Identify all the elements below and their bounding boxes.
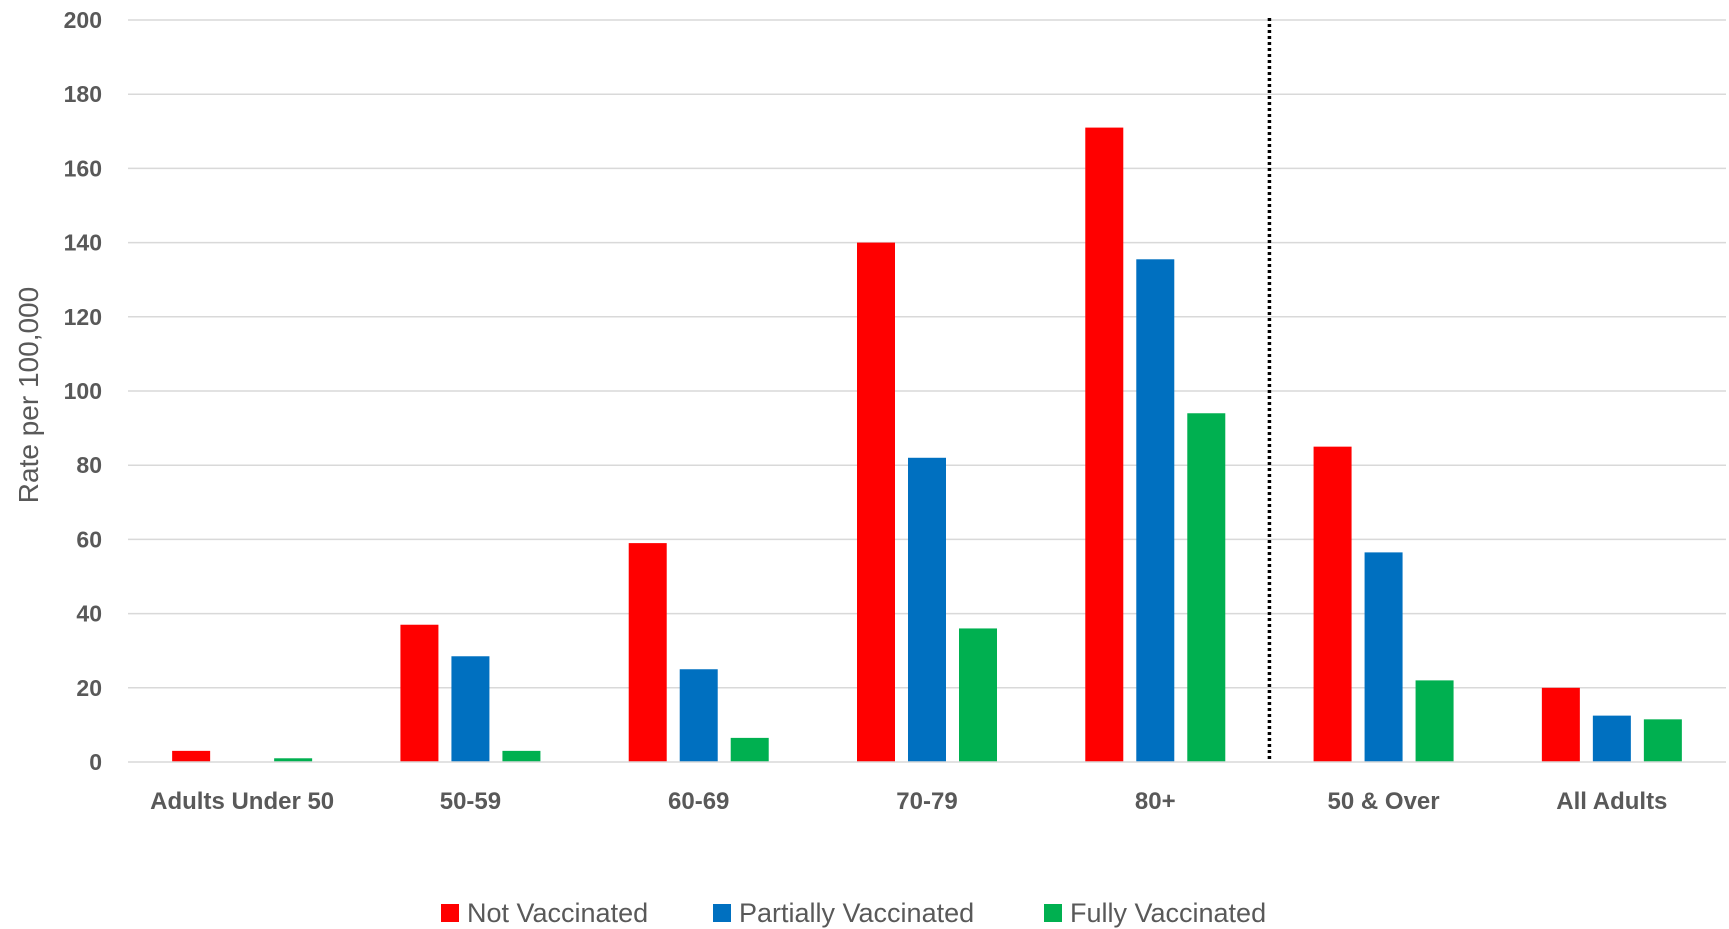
y-tick-label: 200 (64, 7, 102, 33)
bar-not-vaccinated (1313, 446, 1352, 762)
bar-fully-vaccinated (1187, 413, 1226, 762)
bar-fully-vaccinated (959, 628, 997, 762)
gridlines (128, 19, 1726, 689)
x-tick-label: 50-59 (440, 788, 501, 815)
legend-label: Partially Vaccinated (739, 898, 974, 928)
legend-label: Not Vaccinated (467, 898, 648, 928)
y-tick-label: 80 (76, 452, 102, 478)
bar-fully-vaccinated (1415, 680, 1454, 762)
x-tick-label: 80+ (1135, 788, 1176, 815)
legend: Not Vaccinated Partially Vaccinated Fully … (441, 898, 1266, 928)
bar-not-vaccinated (628, 543, 667, 762)
x-tick-label: All Adults (1556, 788, 1667, 815)
y-axis-label: Rate per 100,000 (13, 287, 44, 503)
bar-fully-vaccinated (274, 758, 313, 762)
bar-partially-vaccinated (451, 656, 490, 762)
y-tick-label: 160 (64, 155, 102, 181)
x-axis-tick-labels: Adults Under 50 50-59 60-69 70-79 80+ 50 & Ov… (150, 788, 1667, 815)
bars (172, 127, 1682, 763)
y-tick-label: 100 (64, 378, 102, 404)
bar-not-vaccinated (1085, 127, 1124, 763)
x-tick-label: Adults Under 50 (150, 788, 334, 815)
bar-partially-vaccinated (1136, 259, 1175, 762)
bar-not-vaccinated (857, 242, 895, 763)
bar-not-vaccinated (172, 750, 211, 762)
bar-partially-vaccinated (1364, 552, 1403, 762)
legend-swatch (1044, 904, 1062, 922)
y-tick-label: 120 (64, 304, 102, 330)
y-tick-label: 40 (76, 601, 102, 627)
bar-partially-vaccinated (679, 669, 718, 762)
y-axis-tick-labels: 0 20 40 60 80 100 120 140 160 180 200 (64, 7, 102, 775)
bar-partially-vaccinated (908, 457, 946, 762)
x-tick-label: 50 & Over (1328, 788, 1440, 815)
x-tick-label: 70-79 (896, 788, 957, 815)
bar-fully-vaccinated (502, 750, 541, 762)
legend-label: Fully Vaccinated (1070, 898, 1266, 928)
y-tick-label: 0 (89, 749, 102, 775)
bar-partially-vaccinated (1592, 715, 1631, 762)
y-tick-label: 140 (64, 230, 102, 256)
legend-swatch (713, 904, 731, 922)
legend-swatch (441, 904, 459, 922)
y-tick-label: 20 (76, 675, 102, 701)
bar-not-vaccinated (1541, 687, 1580, 762)
x-tick-label: 60-69 (668, 788, 729, 815)
bar-not-vaccinated (400, 624, 439, 762)
bar-fully-vaccinated (730, 737, 769, 762)
y-tick-label: 180 (64, 81, 102, 107)
bar-fully-vaccinated (1643, 719, 1682, 762)
y-tick-label: 60 (76, 526, 102, 552)
